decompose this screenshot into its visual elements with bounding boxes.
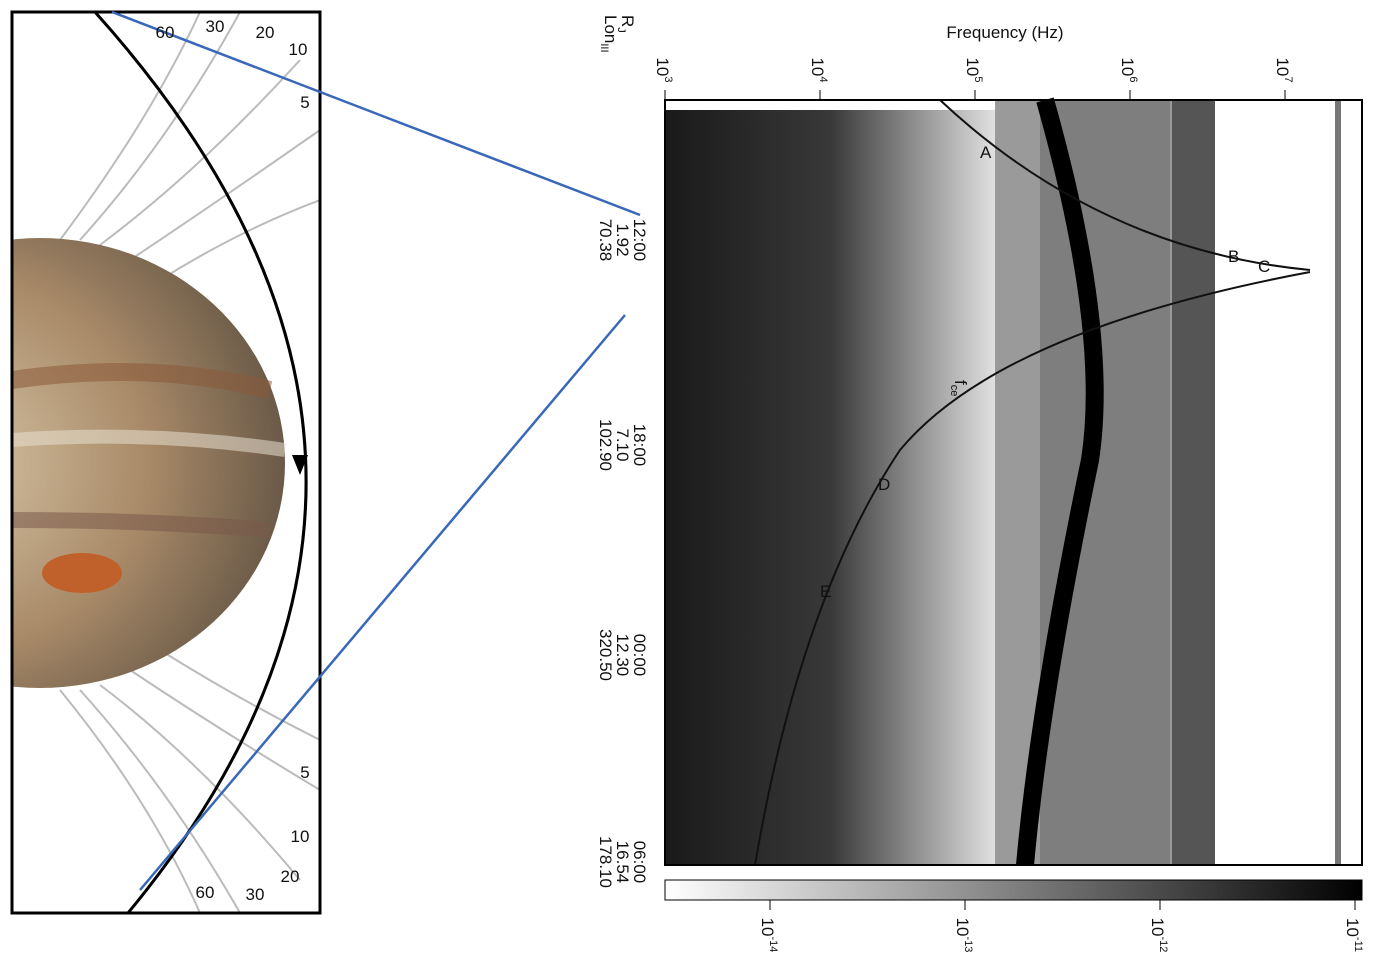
- colorbar: [665, 880, 1362, 900]
- scale-label: 10: [291, 827, 310, 846]
- tick-exponent: 4: [817, 76, 829, 82]
- orbit-panel: [0, 12, 320, 913]
- time-tick-label: 102.90: [596, 419, 615, 471]
- time-tick-label: 320.50: [596, 629, 615, 681]
- colorbar-tick-label: 10-12: [1148, 918, 1169, 953]
- label-sub: III: [598, 43, 610, 52]
- tick-base: 10: [1148, 918, 1167, 937]
- feature-label: C: [1258, 257, 1270, 276]
- feature-label: D: [878, 475, 890, 494]
- dark-line: [1335, 100, 1341, 865]
- connector: [112, 12, 640, 215]
- axis-title: Frequency (Hz): [946, 23, 1063, 42]
- tick-base: 10: [1273, 57, 1292, 76]
- scale-label: 30: [246, 885, 265, 904]
- frequency-tick-label: 106: [1118, 57, 1139, 82]
- frequency-tick-label: 103: [653, 57, 674, 82]
- scale-label: 60: [156, 23, 175, 42]
- tick-base: 10: [953, 918, 972, 937]
- time-tick-label: 178.10: [596, 836, 615, 888]
- noise-region: [665, 110, 995, 865]
- frequency-tick-label: 104: [808, 57, 829, 82]
- tick-base: 10: [1118, 57, 1137, 76]
- tick-exponent: -11: [1352, 937, 1364, 952]
- tick-base: 10: [963, 57, 982, 76]
- tick-exponent: 6: [1127, 76, 1139, 82]
- scale-label: 60: [196, 883, 215, 902]
- tick-exponent: -12: [1157, 937, 1169, 953]
- spectrogram: Frequency (Hz) fce: [665, 23, 1362, 900]
- figure: Frequency (Hz) fce 603020105510203060103…: [0, 0, 1373, 973]
- row-label: LonIII: [598, 15, 620, 53]
- feature-label: B: [1228, 247, 1239, 266]
- scale-label: 30: [206, 17, 225, 36]
- dark-band: [1172, 100, 1215, 865]
- feature-label: A: [980, 143, 992, 162]
- frequency-tick-label: 105: [963, 57, 984, 82]
- tick-exponent: 5: [972, 76, 984, 82]
- scale-label: 5: [300, 763, 309, 782]
- tick-exponent: 3: [662, 76, 674, 82]
- time-tick-label: 70.38: [596, 219, 615, 262]
- colorbar-tick-label: 10-14: [758, 918, 779, 953]
- colorbar-tick-label: 10-11: [1343, 918, 1364, 952]
- scale-label: 5: [300, 93, 309, 112]
- tick-exponent: -14: [767, 937, 779, 953]
- jupiter: [0, 238, 285, 688]
- tick-exponent: -13: [962, 937, 974, 953]
- tick-exponent: 7: [1282, 76, 1294, 82]
- tick-base: 10: [1343, 918, 1362, 937]
- label-main: Lon: [601, 15, 620, 43]
- scale-label: 10: [289, 40, 308, 59]
- tick-base: 10: [653, 57, 672, 76]
- feature-label: E: [820, 582, 831, 601]
- colorbar-tick-label: 10-13: [953, 918, 974, 953]
- great-red-spot: [42, 553, 122, 593]
- scale-label: 20: [281, 867, 300, 886]
- tick-base: 10: [808, 57, 827, 76]
- frequency-tick-label: 107: [1273, 57, 1294, 82]
- scale-label: 20: [256, 23, 275, 42]
- tick-base: 10: [758, 918, 777, 937]
